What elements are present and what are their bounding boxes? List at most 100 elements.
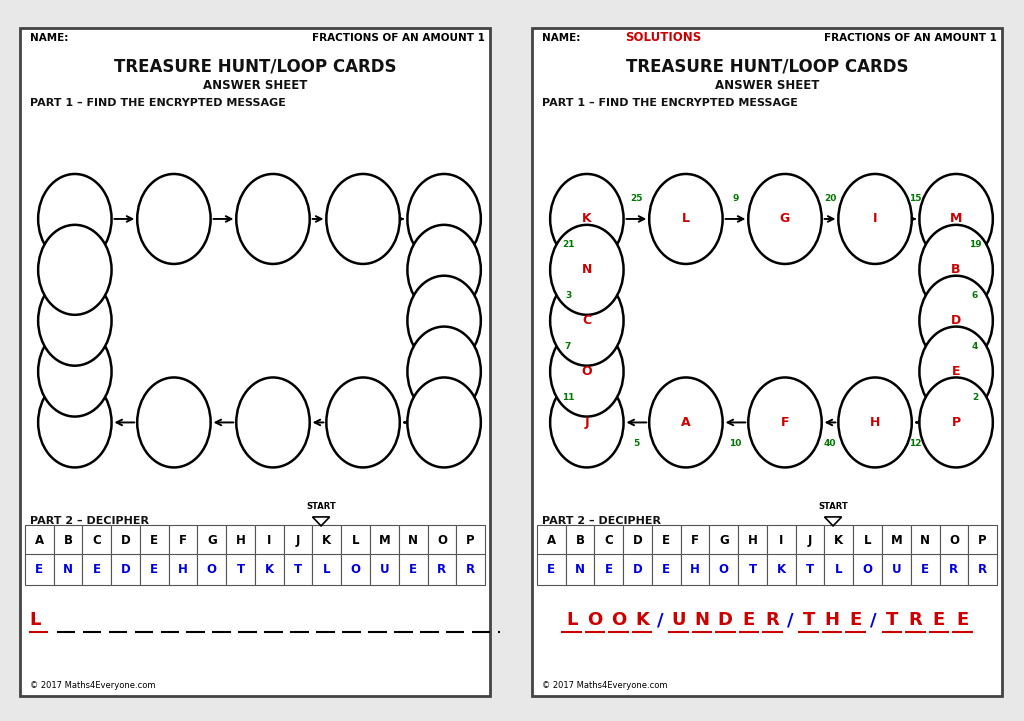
Text: L: L xyxy=(682,213,690,226)
Text: J: J xyxy=(808,534,812,547)
Text: J: J xyxy=(585,416,589,429)
Text: E: E xyxy=(850,611,861,629)
Ellipse shape xyxy=(920,225,993,315)
Ellipse shape xyxy=(408,174,481,264)
Text: 5: 5 xyxy=(633,439,640,448)
Text: FRACTIONS OF AN AMOUNT 1: FRACTIONS OF AN AMOUNT 1 xyxy=(312,33,485,43)
Text: D: D xyxy=(718,611,733,629)
Text: O: O xyxy=(437,534,446,547)
Text: L: L xyxy=(864,534,871,547)
FancyBboxPatch shape xyxy=(398,525,427,556)
Text: PART 1 – FIND THE ENCRYPTED MESSAGE: PART 1 – FIND THE ENCRYPTED MESSAGE xyxy=(542,98,798,108)
Text: /: / xyxy=(787,611,794,629)
Ellipse shape xyxy=(408,225,481,315)
FancyBboxPatch shape xyxy=(370,554,398,585)
FancyBboxPatch shape xyxy=(284,554,312,585)
FancyBboxPatch shape xyxy=(312,554,341,585)
FancyBboxPatch shape xyxy=(738,554,767,585)
Text: ANSWER SHEET: ANSWER SHEET xyxy=(715,79,819,92)
Text: H: H xyxy=(178,563,188,576)
FancyBboxPatch shape xyxy=(738,525,767,556)
FancyBboxPatch shape xyxy=(681,525,710,556)
FancyBboxPatch shape xyxy=(198,525,226,556)
Text: 15: 15 xyxy=(909,193,922,203)
Text: FRACTIONS OF AN AMOUNT 1: FRACTIONS OF AN AMOUNT 1 xyxy=(824,33,997,43)
Text: PART 2 – DECIPHER: PART 2 – DECIPHER xyxy=(30,516,148,526)
Text: M: M xyxy=(379,534,390,547)
Text: O: O xyxy=(949,534,958,547)
Text: E: E xyxy=(35,563,43,576)
Text: O: O xyxy=(588,611,603,629)
FancyBboxPatch shape xyxy=(53,554,83,585)
FancyBboxPatch shape xyxy=(939,525,969,556)
Text: A: A xyxy=(35,534,44,547)
Text: 2: 2 xyxy=(972,392,978,402)
Text: E: E xyxy=(922,563,929,576)
FancyBboxPatch shape xyxy=(226,554,255,585)
FancyBboxPatch shape xyxy=(284,525,312,556)
Ellipse shape xyxy=(137,378,211,467)
FancyBboxPatch shape xyxy=(25,525,53,556)
Text: B: B xyxy=(575,534,585,547)
FancyBboxPatch shape xyxy=(853,525,882,556)
Ellipse shape xyxy=(649,174,723,264)
Text: TREASURE HUNT/LOOP CARDS: TREASURE HUNT/LOOP CARDS xyxy=(114,58,396,75)
Text: K: K xyxy=(835,534,844,547)
FancyBboxPatch shape xyxy=(20,28,489,696)
Text: T: T xyxy=(806,563,814,576)
Ellipse shape xyxy=(237,378,309,467)
Text: TREASURE HUNT/LOOP CARDS: TREASURE HUNT/LOOP CARDS xyxy=(626,58,908,75)
Text: /: / xyxy=(870,611,877,629)
FancyArrow shape xyxy=(312,517,330,526)
FancyBboxPatch shape xyxy=(969,554,997,585)
Ellipse shape xyxy=(920,327,993,417)
Text: E: E xyxy=(742,611,755,629)
Text: K: K xyxy=(582,213,592,226)
Text: C: C xyxy=(604,534,613,547)
Ellipse shape xyxy=(749,378,821,467)
FancyBboxPatch shape xyxy=(226,525,255,556)
Text: NAME:: NAME: xyxy=(542,33,581,43)
FancyBboxPatch shape xyxy=(25,554,53,585)
FancyBboxPatch shape xyxy=(532,28,1001,696)
Text: 20: 20 xyxy=(824,193,837,203)
FancyBboxPatch shape xyxy=(595,525,624,556)
Text: P: P xyxy=(466,534,475,547)
Text: 9: 9 xyxy=(732,193,738,203)
FancyBboxPatch shape xyxy=(824,525,853,556)
Text: M: M xyxy=(950,213,963,226)
Text: E: E xyxy=(93,563,100,576)
Ellipse shape xyxy=(38,327,112,417)
Ellipse shape xyxy=(137,174,211,264)
Text: J: J xyxy=(296,534,300,547)
FancyBboxPatch shape xyxy=(910,554,939,585)
FancyBboxPatch shape xyxy=(595,554,624,585)
FancyBboxPatch shape xyxy=(537,554,565,585)
Text: H: H xyxy=(690,563,700,576)
Text: G: G xyxy=(207,534,217,547)
Text: U: U xyxy=(380,563,389,576)
FancyBboxPatch shape xyxy=(255,554,284,585)
Text: M: M xyxy=(891,534,902,547)
Text: F: F xyxy=(691,534,699,547)
Text: E: E xyxy=(151,563,159,576)
FancyBboxPatch shape xyxy=(198,554,226,585)
Ellipse shape xyxy=(38,174,112,264)
Text: PART 2 – DECIPHER: PART 2 – DECIPHER xyxy=(542,516,660,526)
Text: L: L xyxy=(352,534,359,547)
Text: E: E xyxy=(605,563,612,576)
Text: A: A xyxy=(681,416,691,429)
Text: N: N xyxy=(63,563,73,576)
Ellipse shape xyxy=(649,378,723,467)
Text: ANSWER SHEET: ANSWER SHEET xyxy=(203,79,307,92)
Text: T: T xyxy=(803,611,815,629)
Text: K: K xyxy=(635,611,649,629)
Text: D: D xyxy=(633,534,642,547)
Text: 4: 4 xyxy=(972,342,978,350)
FancyBboxPatch shape xyxy=(83,554,112,585)
FancyBboxPatch shape xyxy=(427,525,457,556)
Text: G: G xyxy=(780,213,791,226)
FancyBboxPatch shape xyxy=(853,554,882,585)
Text: 10: 10 xyxy=(729,439,741,448)
Text: G: G xyxy=(719,534,729,547)
